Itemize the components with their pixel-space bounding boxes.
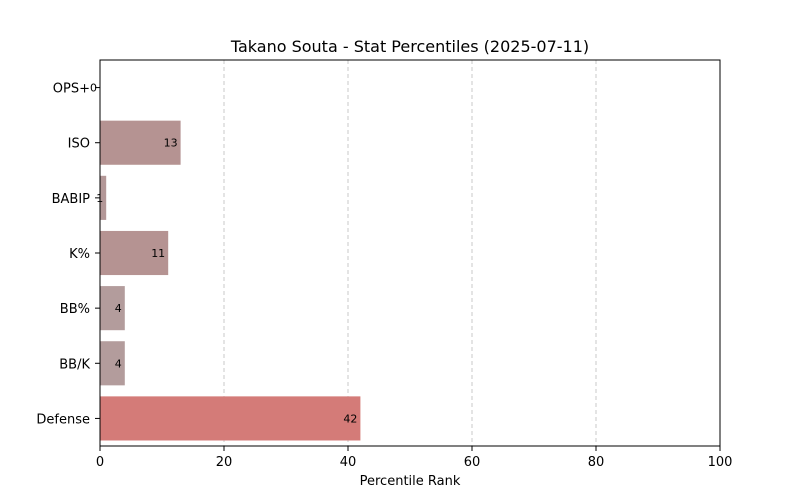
- x-axis-ticks: 0 20 40 60 80 100: [96, 446, 733, 470]
- x-tick-label: 40: [340, 455, 357, 470]
- bar: [100, 120, 181, 165]
- plot-frame: [99, 59, 721, 447]
- bar: [100, 230, 169, 276]
- data-labels: 0131114442: [90, 82, 357, 426]
- y-axis-ticks: OPS+ ISO BABIP K% BB% BB/K Defense: [36, 82, 100, 427]
- data-label: 11: [151, 247, 165, 260]
- y-tick-label: ISO: [68, 137, 90, 152]
- chart-title: Takano Souta - Stat Percentiles (2025-07…: [230, 37, 589, 56]
- bar: [100, 175, 107, 220]
- y-tick-label: K%: [69, 247, 90, 262]
- data-label: 4: [115, 302, 122, 315]
- x-tick-label: 60: [464, 455, 481, 470]
- x-tick-label: 20: [216, 455, 233, 470]
- data-label: 4: [115, 357, 122, 370]
- bar: [100, 396, 361, 441]
- y-tick-label: BB%: [60, 302, 90, 317]
- x-tick-label: 0: [96, 455, 104, 470]
- y-tick-label: Defense: [36, 412, 90, 427]
- data-label: 0: [90, 82, 97, 95]
- data-label: 13: [164, 137, 178, 150]
- x-tick-label: 100: [708, 455, 733, 470]
- y-tick-label: BABIP: [52, 192, 91, 207]
- y-tick-label: OPS+: [53, 82, 90, 97]
- bar: [100, 341, 125, 386]
- data-label: 42: [343, 412, 357, 425]
- y-tick-label: BB/K: [59, 357, 90, 372]
- x-axis-label: Percentile Rank: [360, 474, 461, 489]
- gridlines: [223, 60, 597, 446]
- x-tick-label: 80: [588, 455, 605, 470]
- bars: [100, 120, 361, 441]
- bar: [100, 286, 125, 331]
